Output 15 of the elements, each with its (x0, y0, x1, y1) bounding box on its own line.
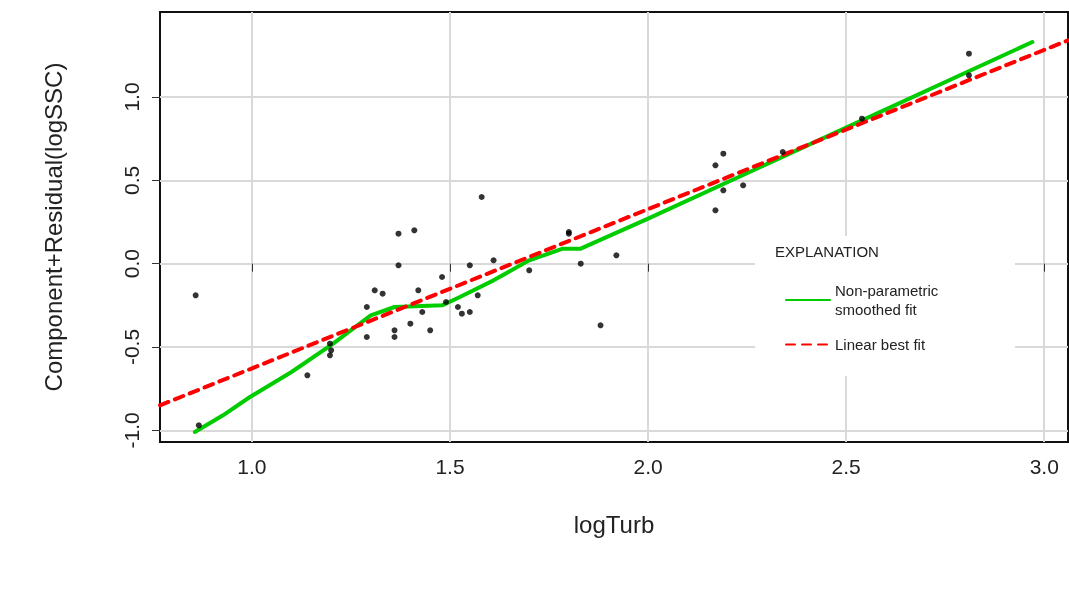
x-tick-label: 1.0 (237, 455, 267, 478)
x-tick-label: 2.5 (831, 455, 861, 478)
legend-label: Linear best fit (835, 336, 926, 353)
x-tick-label: 1.5 (435, 455, 465, 478)
x-tick-label: 2.0 (633, 455, 663, 478)
y-axis-title: Component+Residual(logSSC) (39, 62, 67, 392)
x-axis-title: logTurb (573, 510, 655, 538)
legend-label: Non-parametric smoothed fit (835, 282, 943, 318)
x-tick-label: 3.0 (1029, 455, 1059, 478)
y-tick-label: -0.5 (120, 328, 143, 366)
y-tick-label: -1.0 (120, 412, 143, 449)
y-tick-label: 0.0 (120, 249, 143, 279)
legend-title: EXPLANATION (775, 243, 879, 260)
y-tick-label: 0.5 (120, 165, 143, 195)
y-tick-label: 1.0 (120, 82, 143, 112)
